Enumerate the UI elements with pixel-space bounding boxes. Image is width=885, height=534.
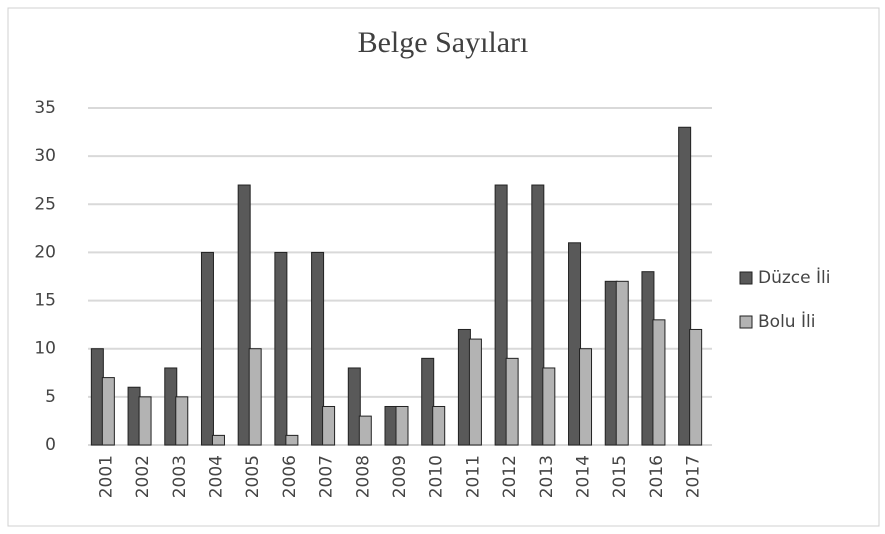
legend-swatch [739, 315, 753, 329]
bar [568, 242, 582, 446]
bar [322, 405, 336, 446]
chart-title: Belge Sayıları [358, 26, 529, 59]
bar [175, 396, 189, 446]
bar [211, 434, 225, 446]
bar [90, 348, 104, 446]
bar [641, 271, 655, 446]
y-tick-label: 35 [34, 98, 56, 118]
legend-label: Düzce İli [758, 267, 830, 288]
bar [531, 184, 545, 446]
x-tick-label: 2004 [206, 455, 226, 498]
y-tick-label: 10 [34, 339, 56, 359]
bar [615, 280, 629, 446]
x-tick-label: 2015 [610, 455, 630, 498]
bar [689, 328, 703, 446]
bar [274, 251, 288, 446]
bar [311, 251, 325, 446]
bar [579, 348, 593, 446]
bar [164, 367, 178, 446]
bar [200, 251, 214, 446]
bar [457, 328, 471, 446]
bar [347, 367, 361, 446]
x-tick-label: 2005 [243, 455, 263, 498]
y-tick-label: 0 [45, 435, 56, 455]
bar [127, 386, 141, 446]
bar [384, 405, 398, 446]
bar [138, 396, 152, 446]
bar [505, 357, 519, 446]
bar [421, 357, 435, 446]
bar [101, 377, 115, 446]
bar [468, 338, 482, 446]
x-tick-label: 2013 [537, 455, 557, 498]
x-tick-label: 2011 [463, 455, 483, 498]
x-tick-label: 2007 [317, 455, 337, 498]
bar [542, 367, 556, 446]
chart-frame [7, 7, 880, 527]
bar [678, 126, 692, 446]
y-tick-label: 30 [34, 146, 56, 166]
bar [432, 405, 446, 446]
x-tick-label: 2012 [500, 455, 520, 498]
y-tick-label: 15 [34, 291, 56, 311]
bar [494, 184, 508, 446]
bar [395, 405, 409, 446]
x-tick-label: 2010 [427, 455, 447, 498]
bar [604, 280, 618, 446]
x-tick-label: 2014 [574, 455, 594, 498]
legend-swatch [739, 271, 753, 285]
bar [237, 184, 251, 446]
x-tick-label: 2008 [353, 455, 373, 498]
bar [248, 348, 262, 446]
x-tick-label: 2002 [133, 455, 153, 498]
x-tick-label: 2001 [96, 455, 116, 498]
bar [285, 434, 299, 446]
x-tick-label: 2016 [647, 455, 667, 498]
y-tick-label: 25 [34, 194, 56, 214]
x-tick-label: 2009 [390, 455, 410, 498]
x-tick-label: 2006 [280, 455, 300, 498]
x-tick-label: 2003 [170, 455, 190, 498]
bar [652, 319, 666, 446]
x-tick-label: 2017 [684, 455, 704, 498]
y-tick-label: 20 [34, 242, 56, 262]
legend-label: Bolu İli [758, 311, 815, 332]
bar [358, 415, 372, 446]
y-tick-label: 5 [45, 387, 56, 407]
